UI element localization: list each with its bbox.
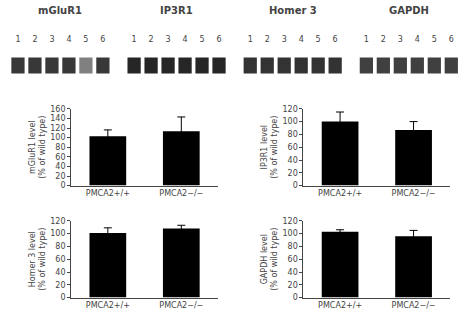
svg-text:IP3R1 level(% of wild type): IP3R1 level(% of wild type) bbox=[260, 116, 279, 179]
svg-text:Homer 3 level(% of wild type): Homer 3 level(% of wild type) bbox=[28, 228, 47, 291]
svg-text:4: 4 bbox=[66, 35, 71, 44]
svg-text:120: 120 bbox=[50, 217, 65, 226]
svg-text:160: 160 bbox=[50, 105, 65, 114]
svg-text:120: 120 bbox=[282, 217, 297, 226]
svg-text:40: 40 bbox=[288, 156, 298, 165]
svg-text:PMCA2−/−: PMCA2−/− bbox=[392, 301, 436, 310]
svg-text:5: 5 bbox=[83, 35, 88, 44]
svg-text:60: 60 bbox=[55, 255, 65, 264]
svg-text:3: 3 bbox=[398, 35, 403, 44]
svg-text:60: 60 bbox=[55, 153, 65, 162]
svg-text:2: 2 bbox=[265, 35, 270, 44]
svg-text:80: 80 bbox=[55, 143, 65, 152]
svg-text:100: 100 bbox=[50, 229, 65, 238]
svg-text:5: 5 bbox=[316, 35, 321, 44]
svg-text:20: 20 bbox=[288, 281, 298, 290]
svg-text:20: 20 bbox=[288, 169, 298, 178]
svg-text:80: 80 bbox=[288, 242, 298, 251]
svg-text:60: 60 bbox=[288, 255, 298, 264]
svg-text:0: 0 bbox=[60, 181, 65, 190]
svg-text:40: 40 bbox=[55, 268, 65, 277]
svg-text:5: 5 bbox=[199, 35, 204, 44]
svg-text:1: 1 bbox=[15, 35, 20, 44]
svg-text:GAPDH level(% of wild type): GAPDH level(% of wild type) bbox=[260, 228, 279, 291]
svg-text:5: 5 bbox=[432, 35, 437, 44]
svg-text:PMCA2−/−: PMCA2−/− bbox=[392, 189, 436, 198]
svg-text:1: 1 bbox=[248, 35, 253, 44]
svg-text:IP3R1: IP3R1 bbox=[160, 5, 193, 16]
svg-text:PMCA2+/+: PMCA2+/+ bbox=[318, 189, 362, 198]
svg-text:PMCA2−/−: PMCA2−/− bbox=[159, 301, 203, 310]
svg-text:3: 3 bbox=[166, 35, 171, 44]
svg-text:PMCA2+/+: PMCA2+/+ bbox=[318, 301, 362, 310]
svg-text:20: 20 bbox=[55, 281, 65, 290]
svg-text:4: 4 bbox=[415, 35, 420, 44]
svg-text:60: 60 bbox=[288, 143, 298, 152]
svg-text:3: 3 bbox=[282, 35, 287, 44]
svg-text:PMCA2−/−: PMCA2−/− bbox=[159, 189, 203, 198]
svg-text:140: 140 bbox=[50, 114, 65, 123]
svg-text:100: 100 bbox=[50, 133, 65, 142]
svg-text:40: 40 bbox=[55, 162, 65, 171]
svg-text:6: 6 bbox=[100, 35, 105, 44]
svg-text:1: 1 bbox=[364, 35, 369, 44]
svg-text:Homer 3: Homer 3 bbox=[269, 5, 317, 16]
svg-text:6: 6 bbox=[333, 35, 338, 44]
svg-text:100: 100 bbox=[282, 229, 297, 238]
svg-text:80: 80 bbox=[288, 130, 298, 139]
svg-text:100: 100 bbox=[282, 117, 297, 126]
svg-text:20: 20 bbox=[55, 172, 65, 181]
svg-text:40: 40 bbox=[288, 268, 298, 277]
svg-text:120: 120 bbox=[282, 105, 297, 114]
svg-text:1: 1 bbox=[132, 35, 137, 44]
svg-text:mGluR1: mGluR1 bbox=[38, 5, 82, 16]
svg-text:4: 4 bbox=[299, 35, 304, 44]
svg-text:3: 3 bbox=[49, 35, 54, 44]
svg-text:0: 0 bbox=[293, 181, 298, 190]
svg-text:2: 2 bbox=[149, 35, 154, 44]
svg-text:80: 80 bbox=[55, 242, 65, 251]
svg-text:0: 0 bbox=[293, 293, 298, 302]
svg-text:PMCA2+/+: PMCA2+/+ bbox=[86, 301, 130, 310]
svg-text:PMCA2+/+: PMCA2+/+ bbox=[86, 189, 130, 198]
svg-text:mGluR1 level(% of wild type): mGluR1 level(% of wild type) bbox=[28, 116, 47, 179]
svg-text:2: 2 bbox=[381, 35, 386, 44]
svg-text:120: 120 bbox=[50, 124, 65, 133]
svg-text:2: 2 bbox=[32, 35, 37, 44]
svg-text:4: 4 bbox=[183, 35, 188, 44]
svg-text:6: 6 bbox=[449, 35, 454, 44]
svg-text:GAPDH: GAPDH bbox=[389, 5, 429, 16]
svg-text:0: 0 bbox=[60, 293, 65, 302]
svg-text:6: 6 bbox=[216, 35, 221, 44]
